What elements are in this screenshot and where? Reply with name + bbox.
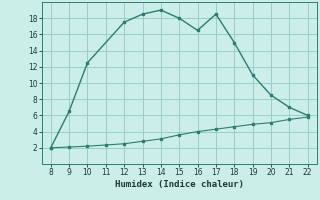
X-axis label: Humidex (Indice chaleur): Humidex (Indice chaleur) (115, 180, 244, 189)
